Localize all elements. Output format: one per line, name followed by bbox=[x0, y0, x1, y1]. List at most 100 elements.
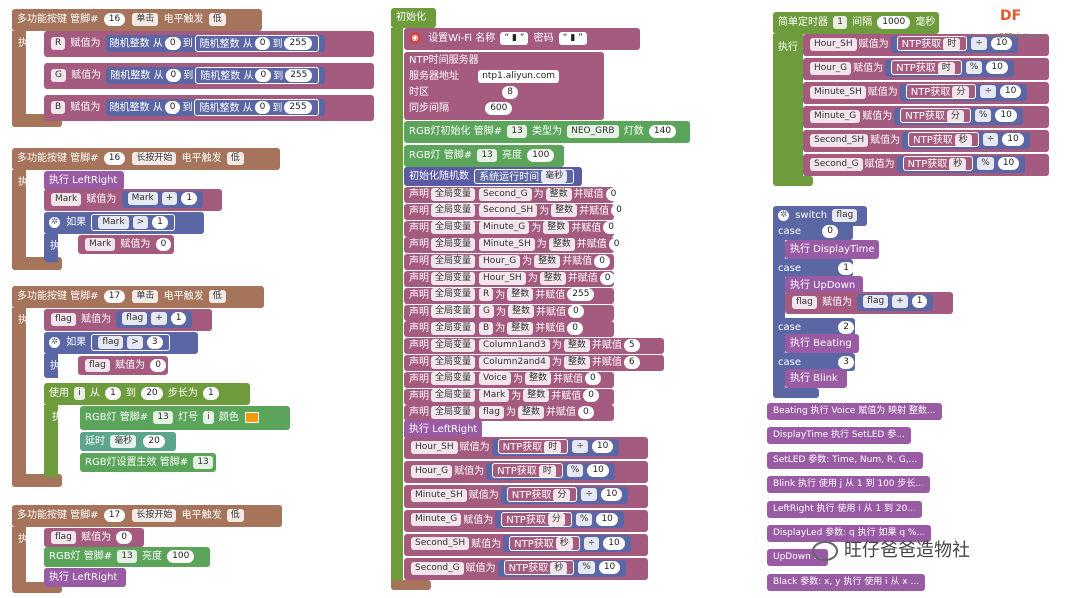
num-input[interactable]: 100 bbox=[167, 549, 195, 563]
random-block-inner[interactable]: 随机整数 从 0 到 255 bbox=[194, 98, 319, 116]
var-dropdown[interactable]: Minute_SH bbox=[411, 488, 467, 502]
math-block[interactable]: NTP获取时 ÷ 10 bbox=[491, 438, 620, 456]
value-input[interactable]: 0 bbox=[594, 254, 610, 268]
server-input[interactable]: ntp1.aliyun.com bbox=[478, 69, 560, 83]
num-input[interactable]: 10 bbox=[997, 157, 1020, 170]
op-dropdown[interactable]: > bbox=[132, 216, 149, 229]
math-block[interactable]: NTP获取分 ÷ 10 bbox=[500, 486, 629, 504]
value-input[interactable]: 0 bbox=[608, 237, 625, 251]
value-input[interactable]: 0 bbox=[568, 305, 584, 319]
scope-dropdown[interactable]: 全局变量 bbox=[431, 338, 476, 352]
time-unit-dropdown[interactable]: 分 bbox=[952, 85, 970, 99]
op-dropdown[interactable]: ÷ bbox=[572, 440, 588, 453]
var-name-input[interactable]: flag bbox=[479, 405, 504, 419]
level-dropdown[interactable]: 低 bbox=[226, 151, 244, 165]
math-block[interactable]: NTP获取分% 10 bbox=[495, 511, 624, 529]
time-unit-dropdown[interactable]: 分 bbox=[946, 109, 964, 123]
var-name-input[interactable]: Second_G bbox=[479, 187, 532, 201]
value-input[interactable]: 0 bbox=[603, 221, 619, 235]
type-dropdown[interactable]: 整数 bbox=[507, 288, 534, 302]
scope-dropdown[interactable]: 全局变量 bbox=[431, 221, 476, 235]
time-unit-dropdown[interactable]: 秒 bbox=[949, 157, 967, 171]
declare-row[interactable]: 声明 全局变量 Voice 为整数 并赋值 0 bbox=[404, 371, 614, 388]
for-loop-block[interactable]: 使用 i 从 1 到 20 步长为 1 bbox=[44, 383, 250, 405]
op-dropdown[interactable]: ÷ bbox=[980, 85, 996, 98]
declare-row[interactable]: 声明 全局变量 Mark 为整数 并赋值 0 bbox=[404, 388, 614, 405]
time-unit-dropdown[interactable]: 秒 bbox=[954, 133, 972, 147]
timezone-input[interactable]: 8 bbox=[502, 85, 518, 99]
var-dropdown[interactable]: Second_SH bbox=[411, 537, 470, 551]
op-dropdown[interactable]: % bbox=[566, 464, 584, 478]
value-input[interactable]: 0 bbox=[605, 187, 622, 201]
op-dropdown[interactable]: > bbox=[127, 336, 143, 349]
math-block[interactable]: NTP获取秒 ÷ 10 bbox=[503, 535, 631, 553]
math-block[interactable]: NTP获取分% 10 bbox=[894, 107, 1023, 125]
random-seed-block[interactable]: 初始化随机数 系统运行时间 毫秒 bbox=[404, 167, 582, 186]
var-dropdown[interactable]: Second_G bbox=[411, 561, 464, 575]
loop-var-dropdown[interactable]: i bbox=[74, 386, 85, 400]
time-unit-dropdown[interactable]: 时 bbox=[937, 61, 955, 75]
math-block[interactable]: NTP获取时 ÷ 10 bbox=[890, 35, 1019, 53]
random-block-inner[interactable]: 随机整数 从 0 到 255 bbox=[195, 66, 320, 84]
level-dropdown[interactable]: 低 bbox=[208, 12, 226, 26]
op-dropdown[interactable]: ÷ bbox=[581, 488, 597, 502]
event-dropdown[interactable]: 单击 bbox=[132, 289, 159, 303]
math-block[interactable]: NTP获取秒% 10 bbox=[497, 559, 627, 577]
case-1[interactable]: case 1 bbox=[773, 259, 854, 277]
var-name-input[interactable]: Voice bbox=[479, 372, 511, 386]
ntp-get-block[interactable]: NTP获取分 bbox=[900, 108, 971, 123]
call-leftright[interactable]: 执行 LeftRight bbox=[44, 171, 124, 190]
type-dropdown[interactable]: 整数 bbox=[563, 338, 590, 352]
color-swatch[interactable] bbox=[245, 411, 260, 423]
event-dropdown[interactable]: 长按开始 bbox=[132, 508, 177, 522]
declare-row[interactable]: 声明 全局变量 Hour_G 为整数 并赋值 0 bbox=[404, 254, 614, 271]
type-dropdown[interactable]: 整数 bbox=[517, 405, 544, 419]
collapsed-function-block[interactable]: LeftRight 执行 使用 i 从 1 到 20... bbox=[767, 500, 922, 518]
if-block[interactable]: ✲ 如果 Mark >1 bbox=[44, 212, 204, 234]
num-input[interactable]: 255 bbox=[284, 101, 312, 114]
type-dropdown[interactable]: 整数 bbox=[543, 221, 570, 235]
var-dropdown-flag[interactable]: flag bbox=[122, 312, 148, 325]
num-input[interactable]: 1 bbox=[911, 295, 928, 308]
declare-row[interactable]: 声明 全局变量 Hour_SH 为整数 并赋值 0 bbox=[404, 271, 616, 287]
scope-dropdown[interactable]: 全局变量 bbox=[431, 372, 476, 386]
op-dropdown[interactable]: % bbox=[578, 561, 595, 574]
scope-dropdown[interactable]: 全局变量 bbox=[431, 405, 476, 419]
num-input[interactable]: 10 bbox=[990, 37, 1013, 50]
var-dropdown[interactable]: Hour_G bbox=[411, 464, 453, 478]
case-2[interactable]: case 2 bbox=[773, 318, 855, 336]
assign-row-b[interactable]: B 赋值为 随机整数 从 0 到随机整数 从 0 到 255 bbox=[44, 95, 374, 121]
declare-row[interactable]: 声明 全局变量 Second_SH 为整数 并赋值 0 bbox=[404, 203, 627, 220]
ntp-get-block[interactable]: NTP获取秒 bbox=[509, 535, 580, 551]
math-block[interactable]: NTP获取分 ÷ 10 bbox=[899, 83, 1028, 101]
block-header[interactable]: 多功能按键 管脚# 17 单击 电平触发 低 bbox=[12, 286, 264, 308]
var-dropdown[interactable]: Second_G bbox=[810, 157, 863, 171]
pin-dropdown[interactable]: 13 bbox=[117, 549, 137, 563]
value-input[interactable]: 0 bbox=[577, 405, 594, 419]
math-block[interactable]: NTP获取秒 ÷ 10 bbox=[902, 131, 1030, 149]
block-header[interactable]: 多功能按键 管脚# 16 长按开始 电平触发 低 bbox=[12, 148, 280, 170]
var-dropdown-flag[interactable]: flag bbox=[51, 530, 76, 544]
call-displaytime[interactable]: 执行 DisplayTime bbox=[785, 240, 879, 259]
var-dropdown[interactable]: Minute_G bbox=[411, 513, 462, 527]
ntp-assign-row[interactable]: Second_G 赋值为 NTP获取秒% 10 bbox=[803, 154, 1049, 176]
var-dropdown-flag[interactable]: flag bbox=[98, 336, 124, 349]
value-input[interactable]: 5 bbox=[623, 338, 640, 352]
value-input[interactable]: 255 bbox=[567, 288, 595, 302]
declare-row[interactable]: 声明 全局变量 B 为整数 并赋值 0 bbox=[404, 321, 614, 338]
type-dropdown[interactable]: 整数 bbox=[523, 389, 550, 403]
ntp-get-block[interactable]: NTP获取时 bbox=[891, 60, 962, 75]
declare-row[interactable]: 声明 全局变量 Column1and3 为整数 并赋值 5 bbox=[404, 338, 664, 355]
pin-dropdown[interactable]: 13 bbox=[477, 148, 497, 162]
var-dropdown-mark[interactable]: Mark bbox=[98, 216, 129, 229]
num-input[interactable]: 0 bbox=[164, 100, 181, 114]
case-0[interactable]: case 0 bbox=[773, 222, 853, 240]
num-input[interactable]: 10 bbox=[591, 440, 614, 453]
call-updown[interactable]: 执行 UpDown bbox=[785, 276, 863, 295]
random-block-inner[interactable]: 随机整数 从 0 到 255 bbox=[194, 34, 319, 52]
interval-input[interactable]: 1000 bbox=[877, 15, 911, 29]
num-input[interactable]: 0 bbox=[164, 36, 181, 50]
value-input[interactable]: 0 bbox=[583, 389, 599, 403]
num-input[interactable]: 20 bbox=[143, 434, 165, 448]
var-dropdown[interactable]: Minute_SH bbox=[810, 85, 866, 99]
